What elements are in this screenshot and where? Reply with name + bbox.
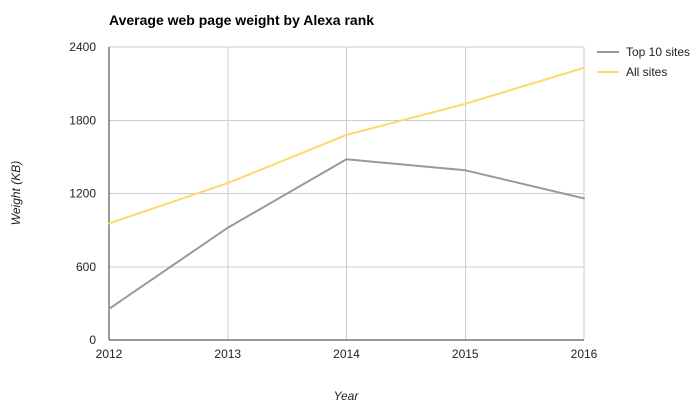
x-axis-title: Year	[334, 389, 360, 403]
axes	[108, 47, 584, 341]
series-lines	[108, 66, 585, 310]
y-gridlines	[109, 46, 584, 268]
x-tick-label: 2013	[214, 347, 241, 361]
y-tick-label: 600	[76, 260, 96, 274]
series-line-top-10-sites	[108, 158, 585, 310]
x-tick-label: 2012	[96, 347, 123, 361]
x-tick-labels: 2012 2013 2014 2015 2016	[96, 347, 598, 361]
legend: Top 10 sites All sites	[597, 45, 690, 79]
y-axis-title: Weight (KB)	[9, 161, 23, 225]
x-tick-label: 2015	[452, 347, 479, 361]
y-tick-label: 1200	[69, 187, 96, 201]
y-tick-label: 1800	[69, 113, 96, 127]
x-tick-label: 2016	[571, 347, 598, 361]
y-tick-label: 0	[89, 333, 96, 347]
series-line-all-sites	[108, 66, 585, 225]
x-tick-label: 2014	[333, 347, 360, 361]
chart-title: Average web page weight by Alexa rank	[109, 12, 374, 28]
legend-label-all-sites: All sites	[626, 65, 667, 79]
y-tick-labels: 0 600 1200 1800 2400	[69, 40, 96, 347]
legend-label-top-10-sites: Top 10 sites	[626, 45, 690, 59]
y-tick-label: 2400	[69, 40, 96, 54]
